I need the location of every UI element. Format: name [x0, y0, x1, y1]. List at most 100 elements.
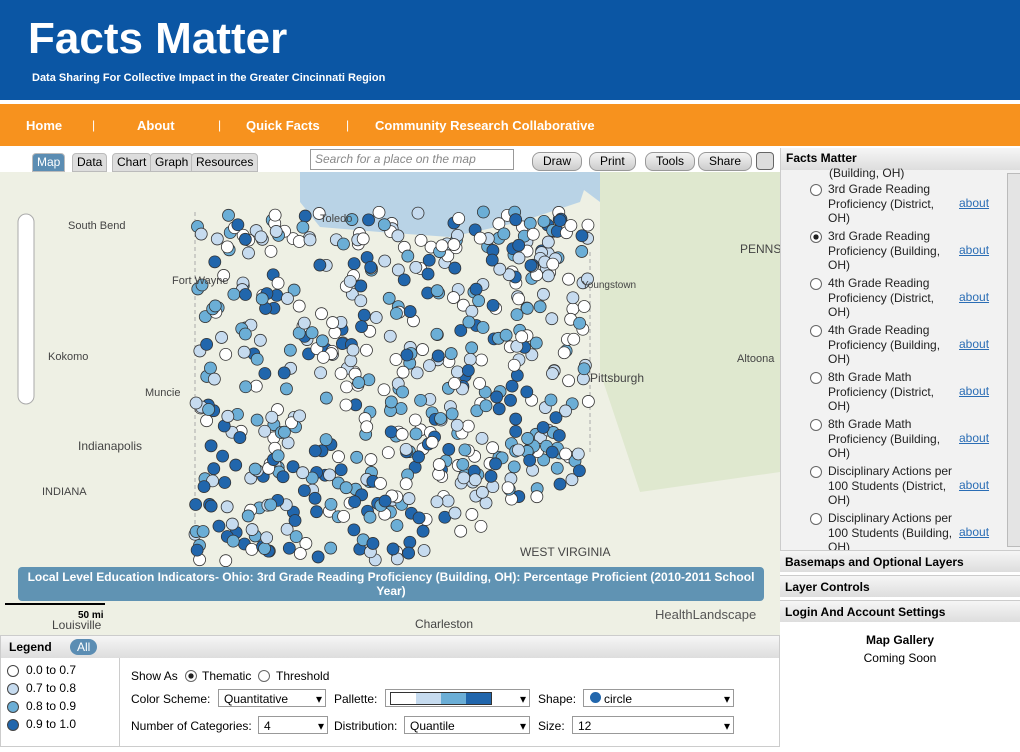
about-link[interactable]: about [959, 243, 990, 257]
dropdown[interactable]: circle [583, 689, 734, 708]
dropdown[interactable]: 12 [572, 716, 734, 735]
map-point [520, 301, 534, 315]
tab[interactable]: Data [72, 153, 108, 172]
legend-swatch [7, 665, 19, 677]
map-point [347, 523, 361, 537]
map-point [473, 231, 487, 245]
legend-all-button[interactable]: All [70, 639, 98, 655]
map-point [384, 395, 398, 409]
tab[interactable]: Chart [112, 153, 152, 172]
layer-label: 4th Grade Reading Proficiency (Building,… [828, 323, 941, 366]
dropdown[interactable]: 4 [258, 716, 328, 735]
radio[interactable] [810, 419, 822, 431]
tool-button[interactable]: Tools [645, 152, 696, 171]
legend-label: 0.9 to 1.0 [26, 717, 77, 731]
tab[interactable]: Map [32, 153, 66, 172]
map-point [369, 311, 383, 324]
map-point [383, 329, 397, 343]
about-link[interactable]: about [959, 196, 990, 210]
map-point [416, 343, 429, 356]
nav-link[interactable]: Home [26, 118, 63, 133]
layer-item: 4th Grade Reading Proficiency (District,… [810, 276, 1020, 322]
about-link[interactable]: about [959, 431, 990, 445]
map-point [297, 484, 311, 498]
label: Color Scheme: [131, 692, 211, 706]
map-point [505, 379, 519, 393]
map-point [430, 327, 444, 341]
map-point [314, 366, 327, 380]
shape-icon [590, 692, 601, 703]
map-label: South Bend [68, 220, 126, 232]
radio[interactable] [810, 278, 822, 290]
map-point [441, 494, 455, 508]
map-point [395, 427, 409, 441]
tool-button[interactable]: Print [589, 152, 636, 171]
layer-label: 4th Grade Reading Proficiency (District,… [828, 276, 935, 319]
terrain [600, 172, 780, 492]
map-point [253, 333, 267, 347]
nav-link[interactable]: About [137, 118, 175, 133]
map-point [533, 300, 547, 314]
map-point [258, 542, 271, 555]
scale-label: 50 mi [78, 610, 104, 621]
map-point [486, 441, 499, 455]
radio[interactable] [258, 670, 270, 682]
map-point [461, 364, 475, 377]
map-point [541, 269, 555, 283]
map-point [402, 492, 416, 505]
map-point [389, 353, 403, 366]
tool-button[interactable]: Draw [532, 152, 583, 171]
tab[interactable]: Resources [191, 153, 259, 172]
map-point [354, 279, 368, 293]
map-point [465, 304, 479, 318]
about-link[interactable]: about [959, 478, 990, 492]
radio[interactable] [185, 670, 197, 682]
about-link[interactable]: about [959, 290, 990, 304]
tab[interactable]: Graph [150, 153, 194, 172]
map-point [278, 425, 291, 439]
radio[interactable] [810, 466, 822, 478]
section-header[interactable]: Basemaps and Optional Layers [780, 550, 1020, 572]
radio[interactable] [810, 231, 822, 243]
nav-link[interactable]: Community Research Collaborative [375, 118, 595, 133]
radio[interactable] [810, 513, 822, 525]
map-point [512, 238, 526, 252]
dropdown[interactable]: Quantile [404, 716, 530, 735]
map-point [509, 213, 523, 227]
map-point [562, 272, 575, 286]
about-link[interactable]: about [959, 525, 990, 539]
map-point [537, 214, 551, 228]
map-point [507, 460, 521, 474]
map-point [297, 316, 311, 330]
map-point [504, 393, 517, 407]
map-point [490, 390, 504, 404]
section-header[interactable]: Layer Controls [780, 575, 1020, 597]
nav-link[interactable]: Quick Facts [246, 118, 320, 133]
scrollbar[interactable] [1007, 173, 1020, 547]
map-label: WEST VIRGINIA [520, 545, 610, 559]
window-button[interactable] [756, 152, 774, 170]
map-point [397, 273, 411, 287]
search-box[interactable]: Search for a place on the map [310, 149, 514, 170]
radio[interactable] [810, 372, 822, 384]
dropdown[interactable]: Quantitative [218, 689, 326, 708]
map-point [264, 244, 278, 258]
map-point [523, 453, 537, 467]
map-point [280, 382, 293, 396]
section-header[interactable]: Login And Account Settings [780, 600, 1020, 622]
radio[interactable] [810, 184, 822, 196]
label: Distribution: [334, 719, 398, 733]
map-point [319, 433, 333, 447]
map-point [377, 218, 391, 232]
about-link[interactable]: about [959, 337, 990, 351]
map-point [432, 458, 446, 471]
gallery-text: Coming Soon [863, 651, 937, 665]
map-point [484, 469, 498, 483]
about-link[interactable]: about [959, 384, 990, 398]
map-point [479, 496, 493, 510]
map-point [254, 230, 268, 244]
map-point [414, 233, 428, 247]
zoom-slider[interactable] [17, 213, 35, 405]
radio[interactable] [810, 325, 822, 337]
tool-button[interactable]: Share [698, 152, 753, 171]
